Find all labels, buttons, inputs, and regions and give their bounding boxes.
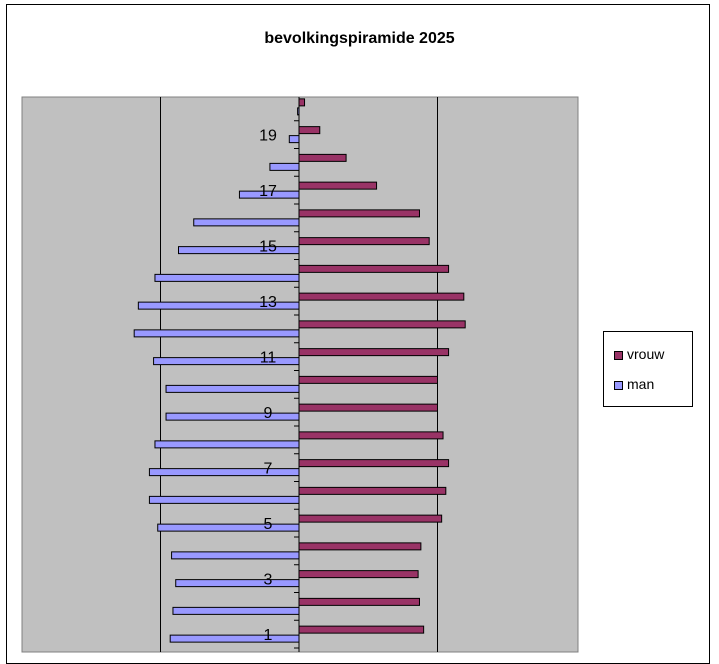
bar-vrouw-8: [298, 431, 444, 440]
bar-man-12: [133, 329, 300, 338]
tick-label-1: 1: [264, 627, 273, 644]
legend-swatch-vrouw: [614, 350, 623, 360]
bar-man-7: [148, 468, 300, 477]
bar-vrouw-16: [298, 209, 420, 218]
tick-label-5: 5: [264, 516, 273, 533]
tick-label-15: 15: [259, 239, 277, 256]
legend-item-man: man: [614, 376, 654, 392]
tick-label-9: 9: [264, 405, 273, 422]
bar-vrouw-6: [298, 486, 447, 495]
bar-vrouw-17: [298, 181, 378, 190]
bar-man-15: [178, 246, 300, 255]
legend-label-man: man: [627, 376, 655, 392]
chart-title: bevolkingspiramide 2025: [264, 30, 455, 47]
bar-man-8: [154, 440, 300, 449]
bar-man-2: [172, 606, 300, 615]
bar-vrouw-15: [298, 237, 430, 246]
legend-label-vrouw: vrouw: [627, 346, 665, 362]
bar-vrouw-9: [298, 403, 438, 412]
bar-vrouw-13: [298, 292, 465, 301]
tick-label-17: 17: [259, 183, 277, 200]
tick-label-3: 3: [264, 572, 273, 589]
bar-vrouw-10: [298, 375, 438, 384]
bar-vrouw-12: [298, 320, 466, 329]
bar-man-14: [154, 273, 300, 282]
legend: vrouw man: [603, 331, 693, 407]
bar-vrouw-7: [298, 459, 450, 468]
bar-vrouw-5: [298, 514, 443, 523]
bar-man-1: [169, 634, 300, 643]
tick-label-13: 13: [259, 294, 277, 311]
bar-man-16: [193, 218, 300, 227]
legend-swatch-man: [614, 380, 623, 390]
tick-label-11: 11: [260, 350, 277, 367]
plot-background: [21, 96, 579, 653]
tick-label-19: 19: [259, 128, 277, 145]
legend-item-vrouw: vrouw: [614, 346, 664, 362]
bar-man-6: [148, 495, 300, 504]
bar-vrouw-3: [298, 570, 419, 579]
bar-man-18: [269, 162, 300, 171]
bar-vrouw-20: [298, 98, 306, 107]
bar-vrouw-19: [298, 126, 321, 135]
bar-vrouw-11: [298, 348, 450, 357]
bar-man-3: [175, 579, 300, 588]
bar-vrouw-18: [298, 153, 347, 162]
bar-man-4: [171, 551, 300, 560]
bar-vrouw-14: [298, 264, 450, 273]
bar-man-11: [153, 357, 300, 366]
bar-vrouw-4: [298, 542, 422, 551]
bar-man-10: [165, 384, 300, 393]
bar-man-5: [157, 523, 300, 532]
bar-vrouw-2: [298, 597, 420, 606]
bar-man-9: [165, 412, 300, 421]
bar-man-19: [288, 135, 300, 144]
tick-label-7: 7: [264, 461, 273, 478]
bar-vrouw-1: [298, 625, 425, 634]
